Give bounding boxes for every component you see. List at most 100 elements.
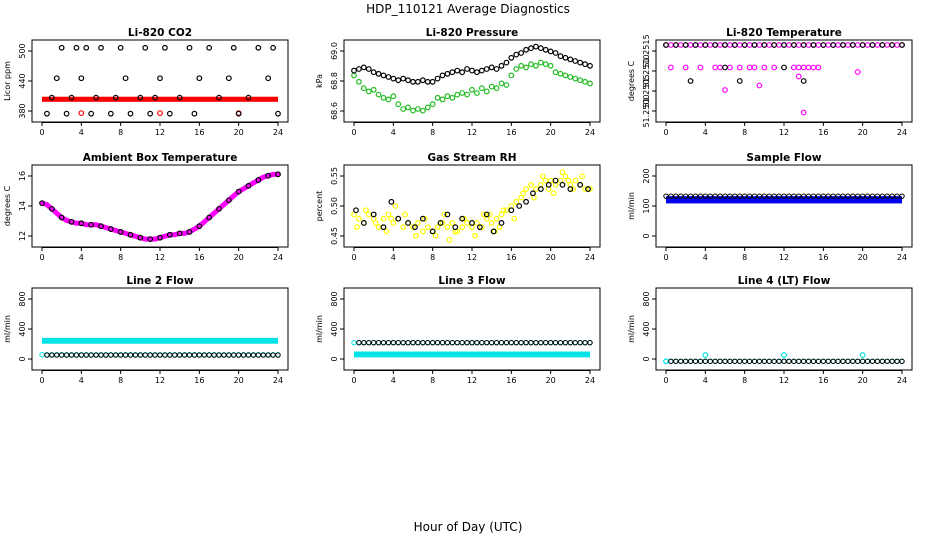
data-point <box>854 69 861 75</box>
data-point <box>395 77 402 84</box>
x-tick-label: 12 <box>155 376 165 385</box>
data-point <box>459 224 466 231</box>
data-point <box>166 231 173 238</box>
chart-title: Li-820 CO2 <box>128 27 192 39</box>
data-point <box>800 358 807 364</box>
data-point <box>157 75 163 82</box>
data-point <box>235 110 242 117</box>
data-point <box>360 220 367 226</box>
data-point <box>712 193 718 199</box>
y-tick-label: 51.2505 <box>642 74 651 107</box>
data-point <box>88 110 95 117</box>
data-point <box>432 232 439 239</box>
data-point <box>186 229 193 235</box>
data-point <box>449 94 456 101</box>
data-point <box>663 193 669 199</box>
data-point <box>572 58 579 64</box>
y-axis-label: degrees C <box>627 60 636 101</box>
y-axis-label: ml/min <box>315 315 324 343</box>
data-point <box>122 75 129 82</box>
data-point <box>552 339 559 346</box>
x-tick-label: 8 <box>118 376 123 385</box>
data-point <box>668 64 674 71</box>
data-point <box>152 94 158 101</box>
series-1 <box>42 337 278 344</box>
data-point <box>415 339 421 346</box>
x-tick-label: 12 <box>779 128 789 137</box>
x-tick-label: 0 <box>39 253 44 262</box>
data-point <box>498 80 505 87</box>
data-point <box>587 339 593 346</box>
data-point <box>761 42 768 48</box>
data-point <box>48 94 55 101</box>
chart-title: Gas Stream RH <box>427 152 516 164</box>
data-point <box>810 42 817 48</box>
data-point <box>375 339 382 346</box>
chart-title: Ambient Box Temperature <box>83 152 238 164</box>
data-point <box>58 352 65 358</box>
data-point <box>746 358 753 364</box>
x-tick-label: 12 <box>467 128 477 137</box>
data-point <box>413 232 419 239</box>
data-point <box>805 42 812 48</box>
data-point <box>732 193 738 199</box>
data-point <box>766 193 772 199</box>
x-tick-label: 4 <box>391 128 396 137</box>
x-tick-label: 4 <box>703 128 708 137</box>
data-point <box>429 78 436 85</box>
data-point <box>454 67 461 74</box>
data-point <box>166 110 173 117</box>
data-point <box>196 352 203 358</box>
data-point <box>469 86 475 93</box>
data-point <box>741 193 748 199</box>
data-point <box>424 224 431 231</box>
data-point <box>537 186 544 192</box>
x-tick-label: 12 <box>779 376 789 385</box>
series-1 <box>39 171 281 242</box>
data-point <box>557 339 564 346</box>
data-point <box>766 42 773 48</box>
data-point <box>486 211 493 218</box>
data-point <box>375 224 382 231</box>
x-tick-label: 20 <box>546 253 556 262</box>
data-point <box>196 75 203 82</box>
data-point <box>162 44 168 51</box>
data-point <box>855 193 861 199</box>
data-point <box>781 42 787 48</box>
data-point <box>361 339 367 346</box>
data-point <box>722 42 728 48</box>
data-point <box>786 193 792 199</box>
data-point <box>508 54 515 61</box>
data-point <box>221 352 227 358</box>
data-point <box>840 193 846 199</box>
data-point <box>493 339 500 346</box>
series-1 <box>354 351 590 358</box>
data-point <box>805 193 812 199</box>
data-point <box>480 211 487 218</box>
x-tick-label: 12 <box>467 376 477 385</box>
data-point <box>879 42 886 48</box>
data-point <box>464 91 470 98</box>
data-point <box>889 358 895 364</box>
data-point <box>107 110 114 117</box>
x-tick-label: 24 <box>897 253 907 262</box>
y-tick-label: 500 <box>18 43 27 58</box>
x-tick-label: 0 <box>351 128 356 137</box>
x-tick-label: 0 <box>663 376 668 385</box>
x-tick-label: 8 <box>742 128 747 137</box>
x-tick-label: 4 <box>703 376 708 385</box>
data-point <box>415 106 421 112</box>
data-point <box>410 339 416 346</box>
data-point <box>434 75 441 82</box>
data-point <box>107 226 114 232</box>
data-point <box>859 358 866 364</box>
data-point <box>850 193 856 199</box>
data-point <box>206 214 213 221</box>
data-point <box>360 64 367 71</box>
x-tick-label: 24 <box>897 376 907 385</box>
data-point <box>508 339 515 346</box>
x-tick-label: 12 <box>155 128 165 137</box>
data-point <box>523 64 529 71</box>
data-point <box>516 203 523 209</box>
x-tick-label: 16 <box>818 376 828 385</box>
